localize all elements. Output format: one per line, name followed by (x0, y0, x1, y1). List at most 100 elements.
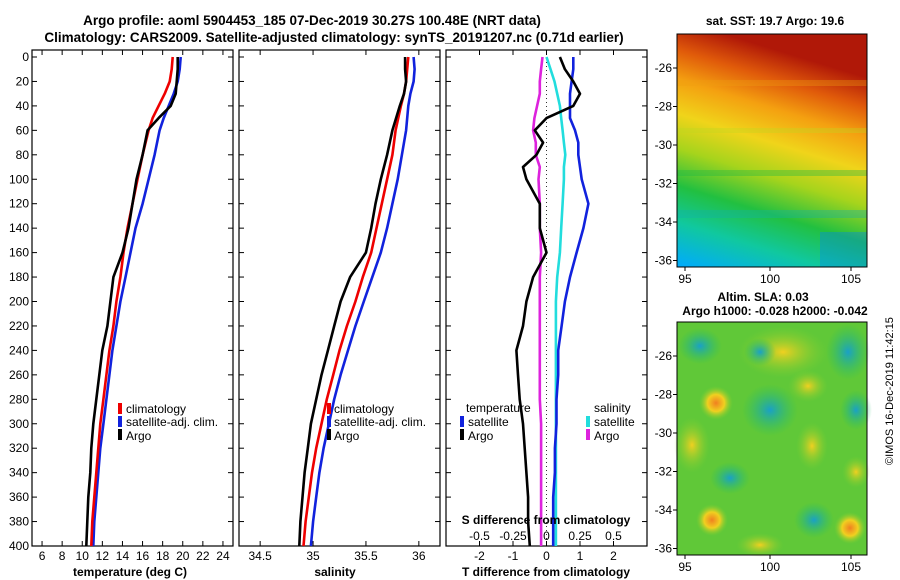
s-difference-label: S difference from climatology (462, 513, 631, 527)
map-y-tick-label: -32 (655, 465, 673, 479)
depth-tick-label: 400 (9, 539, 29, 553)
x-tick-label: 0.5 (605, 529, 622, 543)
depth-tick-label: 280 (9, 392, 29, 406)
map-y-tick-label: -32 (655, 177, 673, 191)
x-tick-label: 14 (116, 549, 130, 563)
depth-tick-label: 120 (9, 197, 29, 211)
salinity-panel: 34.5 35 35.5 36 salinity climatology satell… (238, 49, 441, 579)
sla-map-ticks: 95 100 105 -26 -28 -30 -32 -34 -36 (655, 349, 862, 574)
temperature-climatology-line (90, 56, 174, 547)
difference-panel: -2 -1 0 1 2 -0.5 -0.25 0 0.25 0.5 S difference fr… (445, 49, 648, 579)
map-y-tick-label: -30 (655, 138, 673, 152)
x-tick-label: 20 (176, 549, 190, 563)
sst-map: sat. SST: 19.7 Argo: 19.6 95 100 105 -26 -28… (655, 14, 868, 286)
legend-s-argo-swatch (586, 429, 590, 440)
legend-t-argo-label: Argo (468, 429, 494, 443)
x-tick-label: 0 (543, 549, 550, 563)
t-difference-xlabel: T difference from climatology (462, 565, 630, 579)
map-y-tick-label: -26 (655, 349, 673, 363)
legend-temperature-title: temperature (466, 401, 531, 415)
x-tick-label: 2 (610, 549, 617, 563)
temperature-panel: 0 20 40 60 80 100 120 140 160 180 200 220 240 260 280 3… (9, 49, 234, 579)
x-tick-label: 35.5 (354, 549, 378, 563)
temperature-axes (31, 49, 234, 547)
map-y-tick-label: -36 (655, 542, 673, 556)
depth-tick-label: 180 (9, 270, 29, 284)
map-x-tick-label: 105 (841, 560, 861, 574)
x-tick-label: 35 (306, 549, 320, 563)
sst-map-frame (676, 33, 868, 268)
legend-s-argo-label: Argo (594, 429, 620, 443)
sla-map-eddies (674, 324, 872, 557)
legend-satellite-label: satellite-adj. clim. (126, 415, 218, 429)
x-tick-label: 6 (39, 549, 46, 563)
sla-map: Altim. SLA: 0.03 Argo h1000: -0.028 h200… (655, 290, 872, 574)
legend-satellite-swatch (327, 416, 331, 427)
salinity-satellite-line (309, 56, 416, 547)
sla-map-frame (676, 321, 868, 556)
x-tick-label: 12 (96, 549, 110, 563)
legend-t-satellite-label: satellite (468, 415, 509, 429)
map-x-tick-label: 100 (760, 560, 780, 574)
x-tick-label: 1 (577, 549, 584, 563)
depth-tick-label: 80 (16, 148, 30, 162)
legend-argo-swatch (118, 429, 122, 440)
depth-tick-label: 220 (9, 319, 29, 333)
temperature-lines (85, 56, 182, 547)
legend-salinity-title: salinity (594, 401, 631, 415)
sla-map-title2: Argo h1000: -0.028 h2000: -0.042 (682, 304, 868, 318)
sst-map-texture (677, 80, 867, 267)
difference-lines (515, 56, 590, 547)
x-tick-label: -0.5 (469, 529, 490, 543)
depth-tick-label: 160 (9, 246, 29, 260)
x-tick-label: 0 (543, 529, 550, 543)
legend-satellite-swatch (118, 416, 122, 427)
depth-tick-label: 100 (9, 172, 29, 186)
map-y-tick-label: -28 (655, 100, 673, 114)
salinity-ticks: 34.5 35 35.5 36 (239, 50, 440, 563)
depth-tick-label: 0 (22, 50, 29, 64)
difference-legend: temperature satellite Argo salinity sate… (460, 401, 635, 443)
x-tick-label: -2 (474, 549, 485, 563)
figure-title-line1: Argo profile: aoml 5904453_185 07-Dec-20… (83, 13, 541, 28)
salinity-lines (298, 56, 416, 547)
temperature-ticks: 0 20 40 60 80 100 120 140 160 180 200 220 240 260 280 3… (9, 50, 233, 563)
temperature-argo-line (85, 57, 179, 547)
temperature-satellite-line (92, 56, 182, 547)
depth-tick-label: 260 (9, 368, 29, 382)
imos-credit: ©IMOS 16-Dec-2019 11:42:15 (884, 317, 896, 465)
depth-tick-label: 320 (9, 441, 29, 455)
x-tick-label: 8 (59, 549, 66, 563)
legend-s-satellite-swatch (586, 416, 590, 427)
depth-tick-label: 60 (16, 123, 30, 137)
x-tick-label: 22 (196, 549, 210, 563)
sst-map-field (677, 34, 867, 267)
temperature-argo-diff-line (515, 56, 582, 547)
map-x-tick-label: 100 (760, 272, 780, 286)
map-x-tick-label: 95 (678, 560, 692, 574)
x-tick-label: -1 (508, 549, 519, 563)
sla-map-title1: Altim. SLA: 0.03 (717, 290, 809, 304)
depth-tick-label: 300 (9, 417, 29, 431)
legend-climatology-label: climatology (126, 402, 186, 416)
x-tick-label: 16 (136, 549, 150, 563)
map-y-tick-label: -34 (655, 503, 673, 517)
x-tick-label: 18 (156, 549, 170, 563)
map-y-tick-label: -28 (655, 388, 673, 402)
map-x-tick-label: 105 (841, 272, 861, 286)
legend-t-satellite-swatch (460, 416, 464, 427)
legend-s-satellite-label: satellite (594, 415, 635, 429)
legend-satellite-label: satellite-adj. clim. (334, 415, 426, 429)
depth-tick-label: 380 (9, 515, 29, 529)
x-tick-label: -0.25 (499, 529, 527, 543)
depth-tick-label: 20 (16, 74, 30, 88)
legend-argo-label: Argo (334, 429, 360, 443)
sst-map-title: sat. SST: 19.7 Argo: 19.6 (706, 14, 845, 28)
salinity-argo-diff-line (531, 56, 544, 546)
legend-t-argo-swatch (460, 429, 464, 440)
x-tick-label: 10 (76, 549, 90, 563)
map-y-tick-label: -30 (655, 426, 673, 440)
depth-tick-label: 360 (9, 490, 29, 504)
temperature-legend: climatology satellite-adj. clim. Argo (118, 402, 218, 443)
salinity-axes (238, 49, 441, 547)
